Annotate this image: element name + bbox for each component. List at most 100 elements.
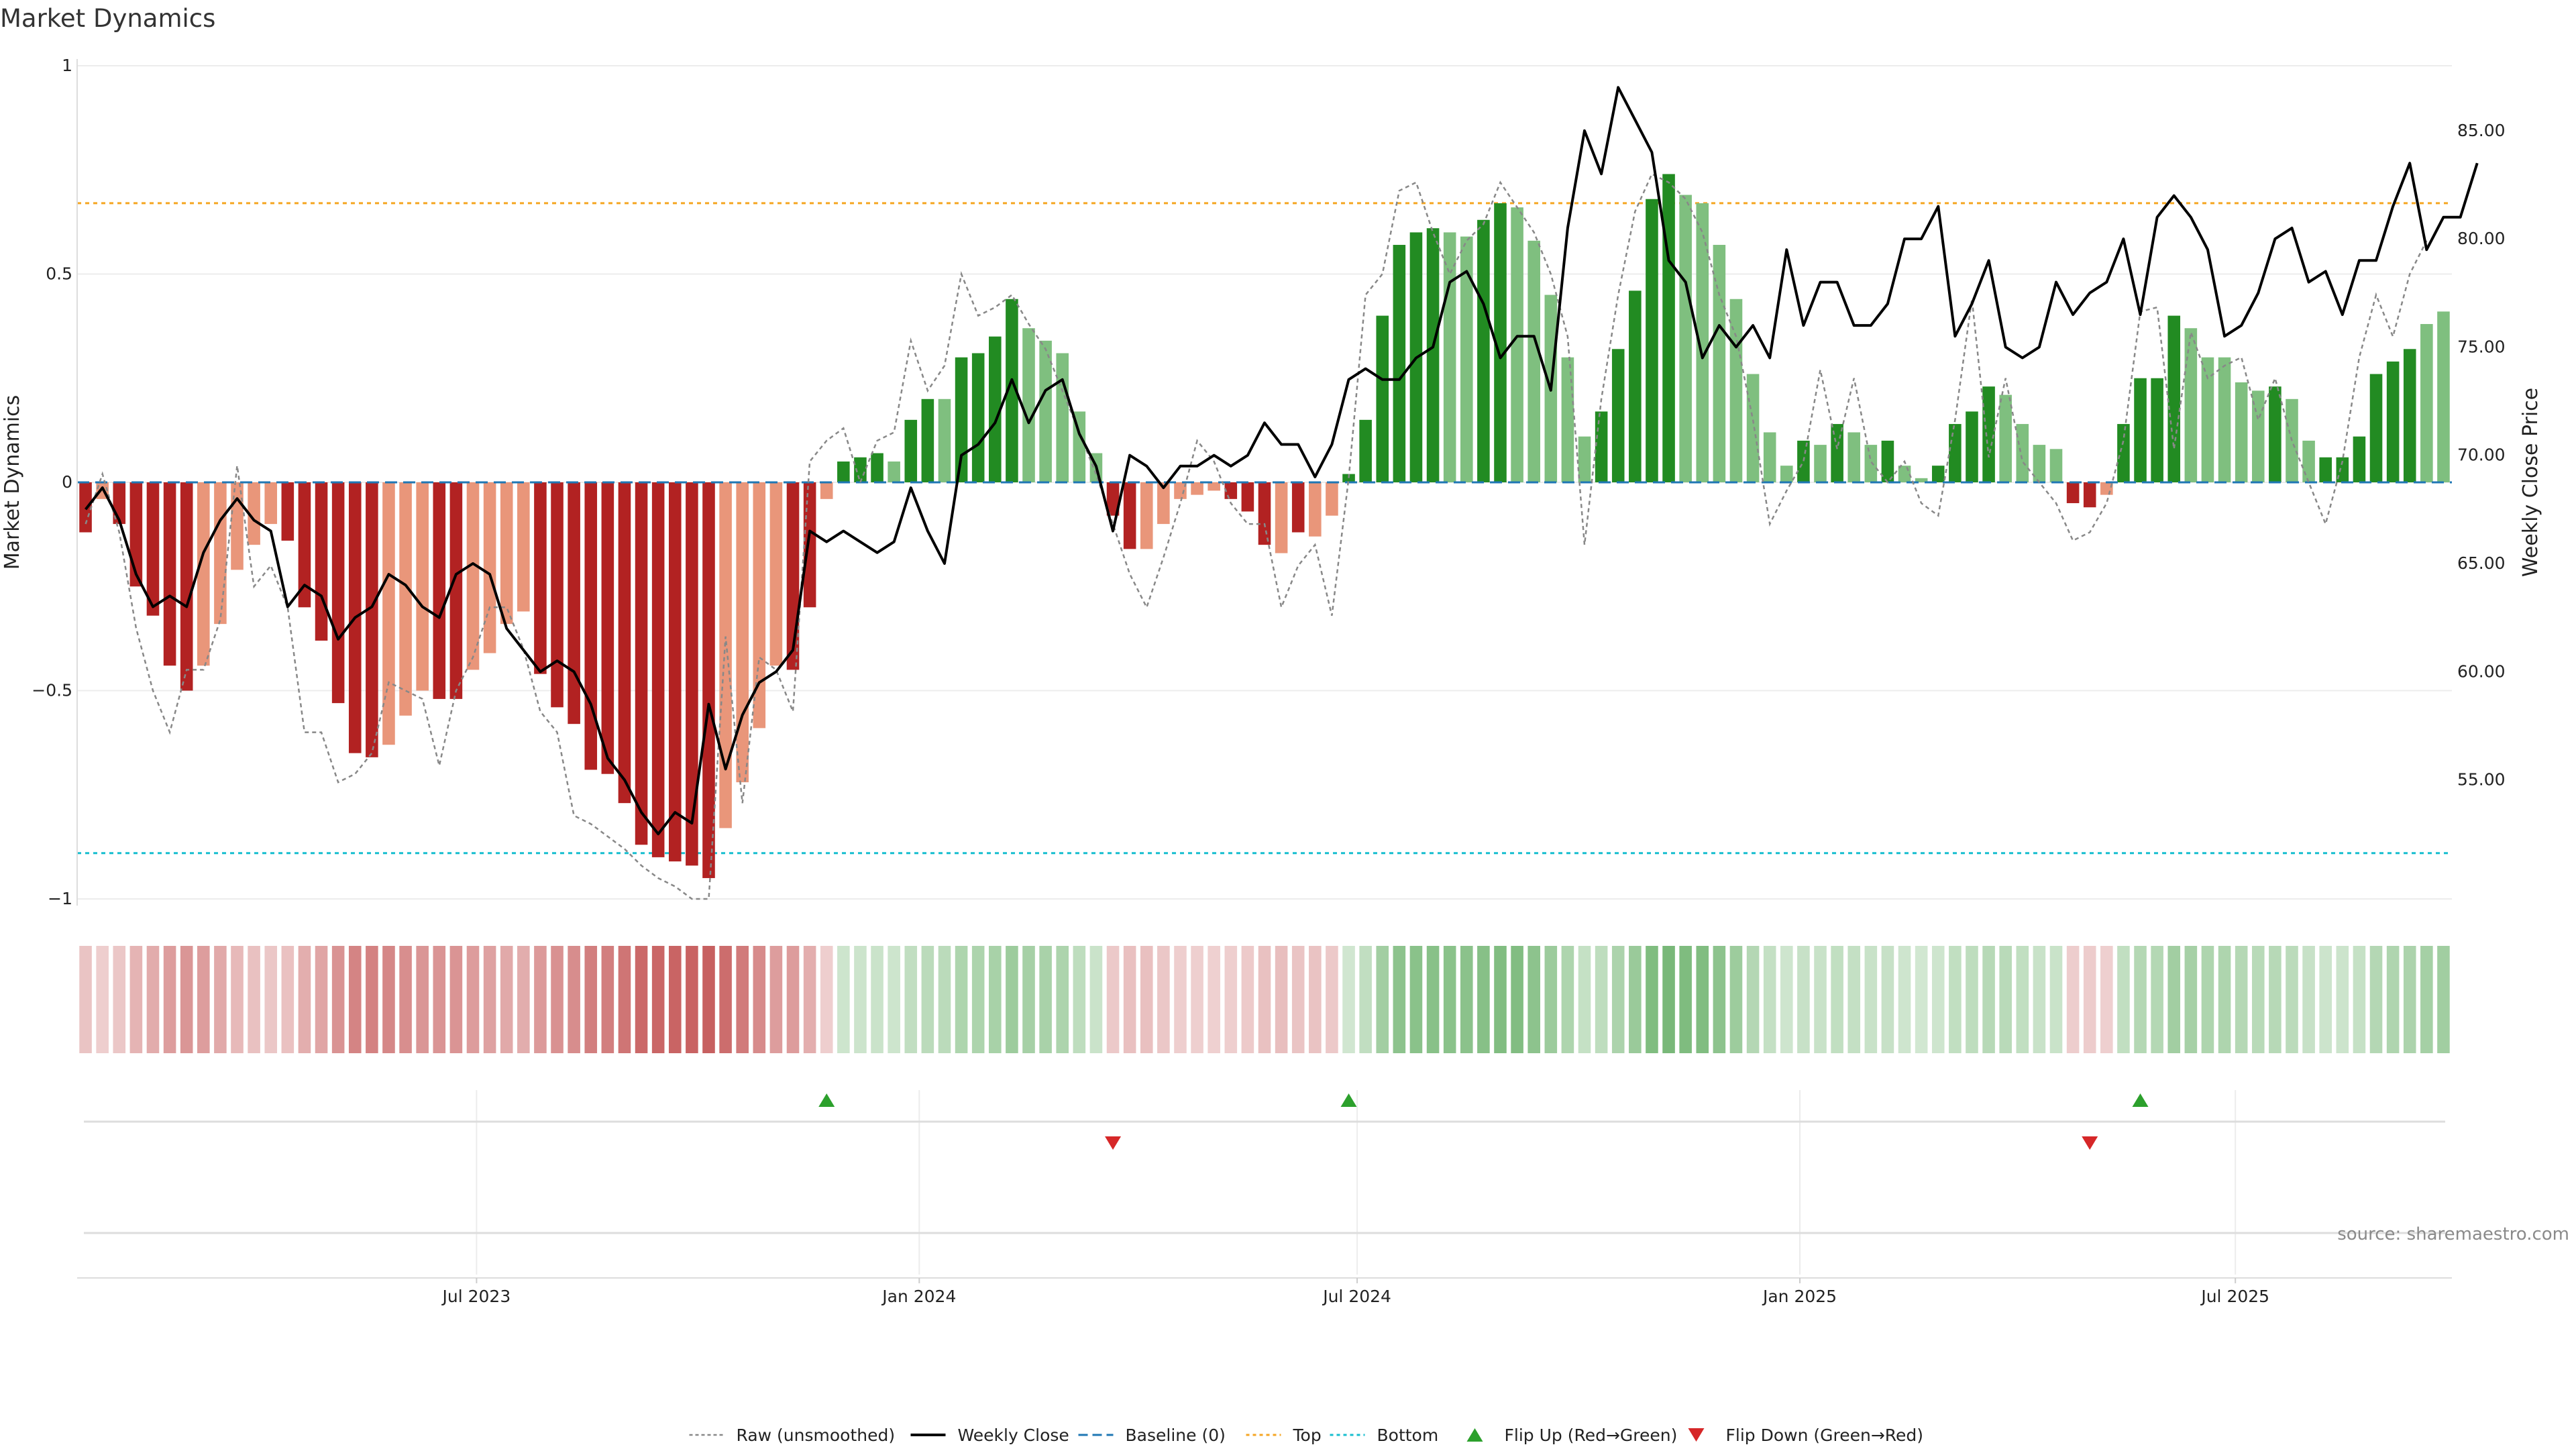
dynamics-bar xyxy=(551,482,564,708)
dynamics-bar xyxy=(2269,386,2282,482)
strip-cell xyxy=(551,946,564,1053)
dynamics-bar xyxy=(1696,203,1709,482)
dynamics-bar xyxy=(1326,482,1338,516)
dynamics-bar xyxy=(1881,440,1894,482)
dynamics-bar xyxy=(534,482,547,674)
legend-item-close: Weekly Close xyxy=(910,1426,1069,1445)
dynamics-bar xyxy=(2117,424,2130,482)
dynamics-bar xyxy=(416,482,429,691)
dynamics-bar xyxy=(2066,482,2080,504)
strip-cell xyxy=(921,946,934,1053)
y2-tick-label: 70.00 xyxy=(2457,445,2506,465)
strip-cell xyxy=(500,946,513,1053)
dynamics-bar xyxy=(197,482,210,666)
flip-down-marker xyxy=(2082,1136,2098,1150)
dynamics-bar xyxy=(2016,424,2029,482)
dynamics-bar xyxy=(1679,195,1692,482)
dynamics-bar xyxy=(702,482,715,878)
dynamics-bar xyxy=(803,482,816,608)
legend-swatch-flip-up xyxy=(1466,1428,1483,1442)
strip-cell xyxy=(2218,946,2231,1053)
dynamics-bar xyxy=(331,482,345,704)
strip-cell xyxy=(2386,946,2400,1053)
dynamics-bar xyxy=(837,461,850,482)
dynamics-bar xyxy=(955,357,968,482)
dynamics-bar xyxy=(433,482,446,699)
dynamics-bar xyxy=(1123,482,1136,549)
strip-cell xyxy=(382,946,395,1053)
flip-up-marker xyxy=(2132,1093,2149,1107)
strip-cell xyxy=(1949,946,1962,1053)
dynamics-bar xyxy=(584,482,598,770)
dynamics-bar xyxy=(769,482,783,666)
strip-cell xyxy=(1342,946,1355,1053)
strip-cell xyxy=(2336,946,2349,1053)
strip-cell xyxy=(1106,946,1120,1053)
dynamics-bar xyxy=(1763,432,1776,482)
dynamics-bar xyxy=(686,482,698,866)
legend-item-baseline: Baseline (0) xyxy=(1078,1426,1226,1445)
dynamics-bar xyxy=(1157,482,1170,525)
dynamics-bar xyxy=(1309,482,1322,537)
strip-cell xyxy=(248,946,260,1053)
legend-item-bottom: Bottom xyxy=(1330,1426,1438,1445)
dynamics-bar xyxy=(214,482,227,625)
dynamics-bar xyxy=(1106,482,1120,516)
y2-tick-label: 60.00 xyxy=(2457,661,2506,681)
strip-cell xyxy=(1544,946,1558,1053)
dynamics-bar xyxy=(2151,378,2163,482)
strip-cell xyxy=(466,946,480,1053)
dynamics-bar xyxy=(264,482,278,525)
strip-cell xyxy=(1140,946,1153,1053)
legend-swatch-flip-down xyxy=(1688,1428,1705,1442)
strip-cell xyxy=(2201,946,2214,1053)
legend-item-top: Top xyxy=(1246,1426,1322,1445)
dynamics-bar xyxy=(163,482,176,666)
dynamics-bar xyxy=(1611,349,1625,482)
y-tick-label: −0.5 xyxy=(32,681,72,700)
dynamics-bar xyxy=(449,482,463,699)
strip-cell xyxy=(1679,946,1692,1053)
strip-cell xyxy=(1527,946,1540,1053)
dynamics-bar xyxy=(1275,482,1288,553)
strip-cell xyxy=(2134,946,2147,1053)
dynamics-bar xyxy=(1797,440,1810,482)
strip-cell xyxy=(1409,946,1423,1053)
dynamics-bar xyxy=(298,482,311,608)
x-tick-label: Jul 2025 xyxy=(2200,1287,2269,1306)
strip-cell xyxy=(786,946,800,1053)
legend-label: Top xyxy=(1293,1426,1322,1445)
strip-cell xyxy=(449,946,463,1053)
legend-label: Flip Down (Green→Red) xyxy=(1726,1426,1924,1445)
strip-cell xyxy=(1326,946,1338,1053)
strip-cell xyxy=(1174,946,1187,1053)
strip-cell xyxy=(197,946,210,1053)
strip-cell xyxy=(1561,946,1574,1053)
x-tick-label: Jul 2024 xyxy=(1322,1287,1391,1306)
strip-cell xyxy=(1696,946,1709,1053)
y2-tick-label: 80.00 xyxy=(2457,229,2506,248)
dynamics-bar xyxy=(1006,299,1018,482)
strip-cell xyxy=(180,946,193,1053)
x-tick-label: Jul 2023 xyxy=(441,1287,511,1306)
strip-cell xyxy=(803,946,816,1053)
dynamics-bar xyxy=(871,453,883,482)
strip-cell xyxy=(1915,946,1928,1053)
strip-cell xyxy=(399,946,412,1053)
strip-cell xyxy=(871,946,883,1053)
dynamics-bar xyxy=(1511,207,1523,482)
dynamics-bar xyxy=(1494,203,1507,482)
dynamics-bar xyxy=(2184,328,2198,482)
strip-cell xyxy=(1393,946,1406,1053)
dynamics-bar xyxy=(1831,424,1843,482)
strip-cell xyxy=(1022,946,1035,1053)
dynamics-bar xyxy=(2235,382,2248,482)
dynamics-bar xyxy=(1342,474,1355,482)
price-lines xyxy=(85,86,2479,900)
legend-item-flip-down: Flip Down (Green→Red) xyxy=(1688,1426,1924,1445)
strip-cell xyxy=(1831,946,1843,1053)
strip-cell xyxy=(1056,946,1069,1053)
strip-cell xyxy=(264,946,278,1053)
strip-cell xyxy=(753,946,766,1053)
strip-cell xyxy=(1629,946,1642,1053)
